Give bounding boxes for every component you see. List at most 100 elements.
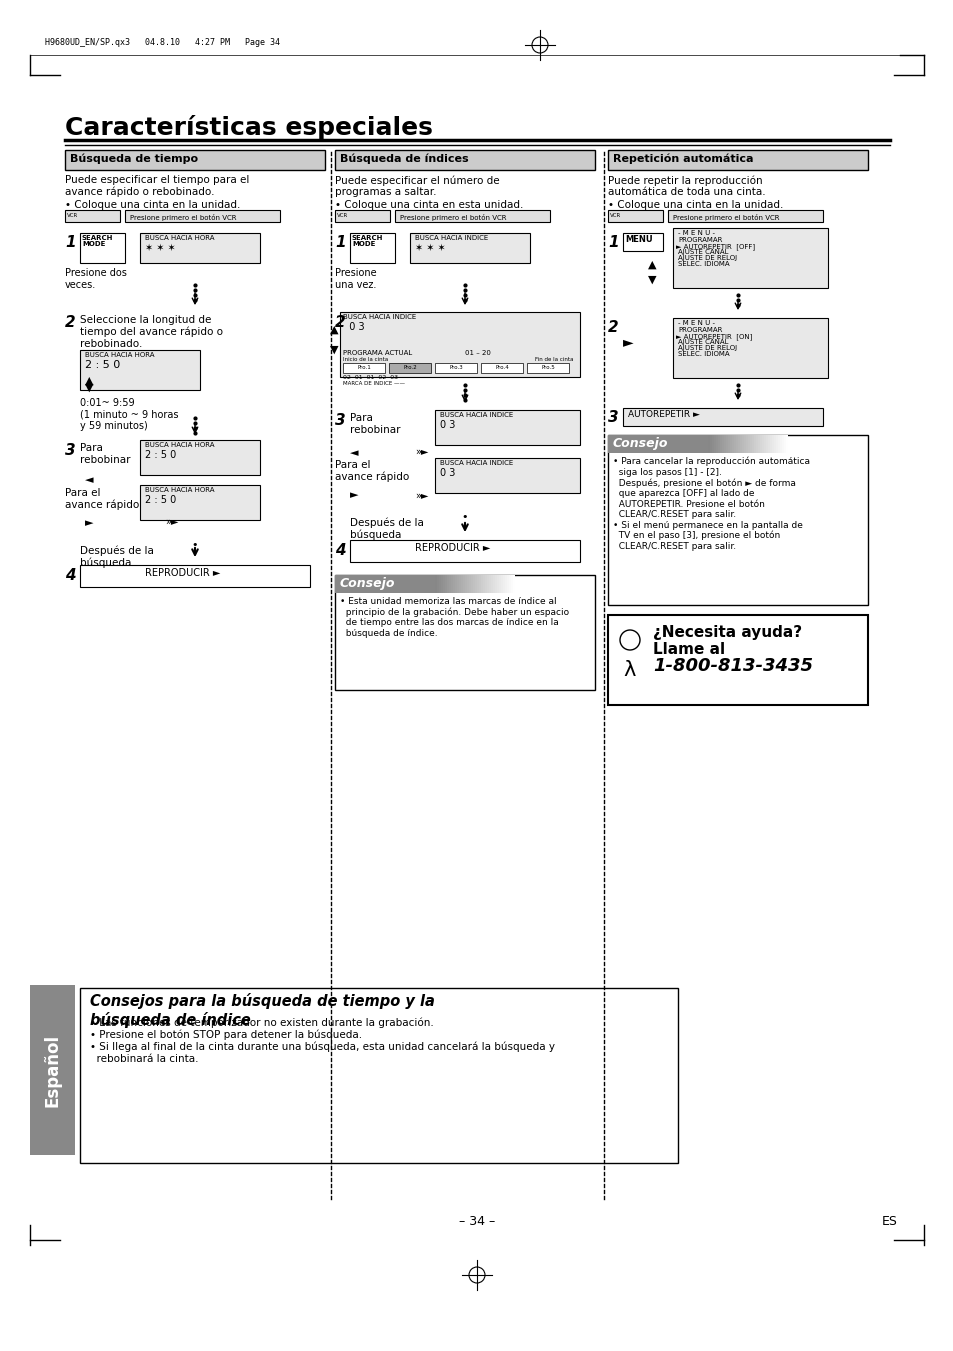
Bar xyxy=(720,435,721,453)
Text: •: • xyxy=(192,540,198,550)
Bar xyxy=(453,576,455,593)
Bar xyxy=(410,232,530,263)
Bar xyxy=(667,209,822,222)
Text: ▼: ▼ xyxy=(85,382,93,393)
Bar xyxy=(125,209,280,222)
Bar xyxy=(436,576,438,593)
Bar xyxy=(482,576,484,593)
Bar xyxy=(745,435,747,453)
Text: ✶ ✶ ✶: ✶ ✶ ✶ xyxy=(145,243,175,253)
Bar xyxy=(460,576,462,593)
Text: Pro.4: Pro.4 xyxy=(495,365,508,370)
Text: AJUSTE DE RELOJ: AJUSTE DE RELOJ xyxy=(678,345,737,351)
Bar xyxy=(758,435,760,453)
Text: AUTOREPETIR ►: AUTOREPETIR ► xyxy=(627,409,700,419)
Bar xyxy=(725,435,727,453)
Text: • Coloque una cinta en la unidad.: • Coloque una cinta en la unidad. xyxy=(65,200,240,209)
Text: Después de la
búsqueda: Después de la búsqueda xyxy=(350,517,423,539)
Bar xyxy=(449,576,451,593)
Bar xyxy=(335,576,595,690)
Bar xyxy=(435,409,579,444)
Text: 0 3: 0 3 xyxy=(439,467,455,478)
Bar xyxy=(435,458,579,493)
Bar xyxy=(343,363,385,373)
Bar xyxy=(140,232,260,263)
Bar xyxy=(511,576,513,593)
Text: Presione
una vez.: Presione una vez. xyxy=(335,267,376,289)
Text: SEARCH: SEARCH xyxy=(352,235,383,240)
Text: 2: 2 xyxy=(335,315,345,330)
Text: SEARCH: SEARCH xyxy=(82,235,113,240)
Text: 2 : 5 0: 2 : 5 0 xyxy=(85,359,120,370)
Bar xyxy=(506,576,509,593)
Text: Búsqueda de tiempo: Búsqueda de tiempo xyxy=(70,153,198,163)
Text: • Coloque una cinta en esta unidad.: • Coloque una cinta en esta unidad. xyxy=(335,200,523,209)
Text: 2 : 5 0: 2 : 5 0 xyxy=(145,494,176,505)
Text: ¿Necesita ayuda?
Llame al: ¿Necesita ayuda? Llame al xyxy=(652,626,801,658)
Bar xyxy=(741,435,743,453)
Text: Para
rebobinar: Para rebobinar xyxy=(350,413,400,435)
Bar xyxy=(500,576,502,593)
Text: ▼: ▼ xyxy=(647,276,656,285)
Text: 0:01~ 9:59
(1 minuto ~ 9 horas
y 59 minutos): 0:01~ 9:59 (1 minuto ~ 9 horas y 59 minu… xyxy=(80,399,178,431)
Text: 1: 1 xyxy=(65,235,75,250)
Text: Consejo: Consejo xyxy=(339,577,395,590)
Bar xyxy=(80,988,678,1163)
Text: • Esta unidad memoriza las marcas de índice al
  principio de la grabación. Debe: • Esta unidad memoriza las marcas de índ… xyxy=(339,597,569,638)
Text: Presione primero el botón VCR: Presione primero el botón VCR xyxy=(130,213,236,222)
Bar xyxy=(456,576,458,593)
Text: Para el
avance rápido: Para el avance rápido xyxy=(335,459,409,482)
Bar xyxy=(707,435,709,453)
Bar xyxy=(140,485,260,520)
Bar xyxy=(738,435,740,453)
Text: BUSCA HACIA INDICE: BUSCA HACIA INDICE xyxy=(415,235,488,240)
Bar xyxy=(480,363,522,373)
Text: 1-800-813-3435: 1-800-813-3435 xyxy=(652,657,812,676)
Bar xyxy=(526,363,568,373)
Bar xyxy=(735,435,738,453)
Bar xyxy=(435,363,476,373)
Bar xyxy=(478,576,480,593)
Text: Repetición automática: Repetición automática xyxy=(613,153,753,163)
Text: BUSCA HACIA HORA: BUSCA HACIA HORA xyxy=(85,353,154,358)
Bar xyxy=(438,576,440,593)
Bar xyxy=(395,209,550,222)
Text: Para
rebobinar: Para rebobinar xyxy=(80,443,131,465)
Bar xyxy=(335,209,390,222)
Bar xyxy=(765,435,767,453)
Text: ◄: ◄ xyxy=(350,449,358,458)
Bar xyxy=(350,540,579,562)
Bar xyxy=(435,576,436,593)
Bar xyxy=(716,435,718,453)
Text: REPRODUCIR ►: REPRODUCIR ► xyxy=(415,543,490,553)
Bar xyxy=(740,435,741,453)
Bar xyxy=(713,435,716,453)
Text: – 34 –: – 34 – xyxy=(458,1215,495,1228)
Text: Pro.3: Pro.3 xyxy=(449,365,462,370)
Text: ◄: ◄ xyxy=(85,476,93,485)
Text: 4: 4 xyxy=(65,567,75,584)
Text: Después de la
búsqueda: Después de la búsqueda xyxy=(80,544,153,567)
Bar xyxy=(447,576,449,593)
Text: 2: 2 xyxy=(65,315,75,330)
Text: BUSCA HACIA HORA: BUSCA HACIA HORA xyxy=(145,486,214,493)
Bar xyxy=(80,232,125,263)
Text: »►: »► xyxy=(165,517,178,527)
Bar xyxy=(607,435,867,605)
Text: Presione dos
veces.: Presione dos veces. xyxy=(65,267,127,289)
Bar xyxy=(729,435,731,453)
Bar xyxy=(607,615,867,705)
Bar xyxy=(723,435,725,453)
Text: VCR: VCR xyxy=(609,213,620,218)
Bar xyxy=(451,576,453,593)
Text: PROGRAMAR: PROGRAMAR xyxy=(678,236,721,243)
Text: PROGRAMAR: PROGRAMAR xyxy=(678,327,721,332)
Bar xyxy=(731,435,733,453)
Bar xyxy=(389,363,431,373)
Bar xyxy=(335,576,435,593)
Bar xyxy=(747,435,749,453)
Bar xyxy=(761,435,763,453)
Text: SELEC. IDIOMA: SELEC. IDIOMA xyxy=(678,261,729,267)
Bar xyxy=(672,228,827,288)
Bar xyxy=(350,232,395,263)
